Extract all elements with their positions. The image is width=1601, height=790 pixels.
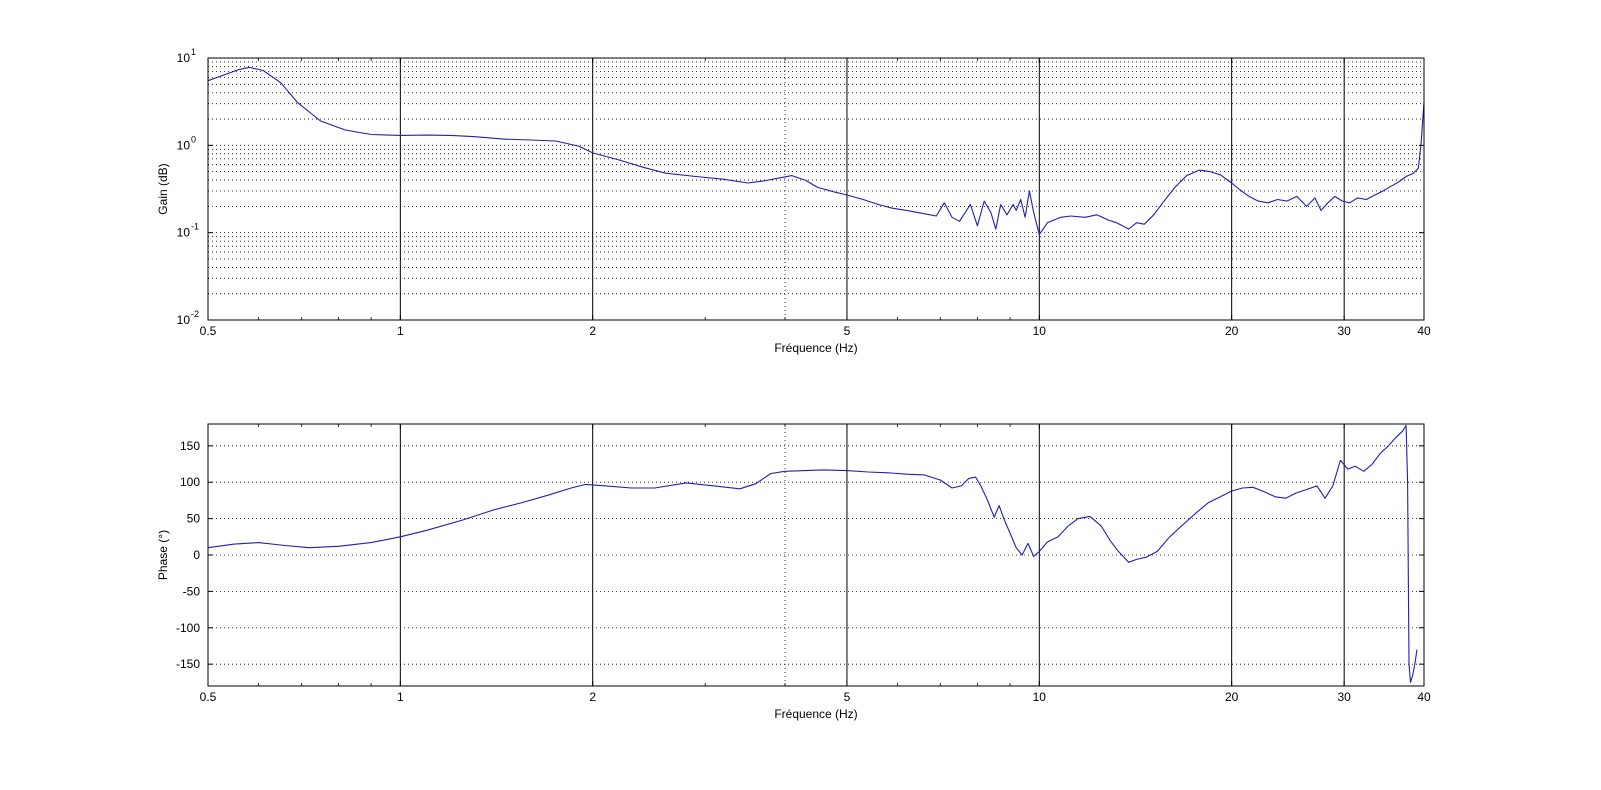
y-tick-label: 100 [180,475,200,489]
x-tick-label: 20 [1225,324,1239,338]
x-tick-label: 20 [1225,690,1239,704]
grid [208,58,1424,320]
x-tick-label: 1 [397,324,404,338]
y-tick-label-exponent: 0 [191,134,196,144]
series-line [207,424,1418,683]
y-tick-label: 10 [177,138,191,152]
x-tick-label: 40 [1417,690,1431,704]
y-tick-label-exponent: -1 [191,222,199,232]
x-tick-label: 5 [844,324,851,338]
y-tick-label: 10 [177,226,191,240]
y-tick-label-exponent: -2 [191,309,199,319]
y-tick-label: 150 [180,439,200,453]
x-axis-label: Fréquence (Hz) [774,341,857,355]
x-tick-label: 30 [1337,324,1351,338]
x-tick-label: 10 [1033,690,1047,704]
x-tick-label: 40 [1417,324,1431,338]
y-tick-label: 50 [187,512,201,526]
axes-box [207,57,1425,321]
plot-area [208,58,1424,320]
x-tick-label: 2 [589,324,596,338]
y-tick-label: 10 [177,51,191,65]
x-axis: 0.5 1 2 5 10 20 30 40 Fréquence (Hz) [200,58,1431,355]
x-tick-label: 10 [1033,324,1047,338]
y-tick-label: -100 [176,621,200,635]
x-axis: 0.5 1 2 5 10 20 30 40 Fréquence (Hz) [200,424,1431,721]
x-tick-label: 1 [397,690,404,704]
x-tick-label: 5 [844,690,851,704]
x-tick-label: 30 [1337,690,1351,704]
x-axis-label: Fréquence (Hz) [774,707,857,721]
y-axis-label: Phase (°) [156,530,170,580]
series-line [207,66,1425,236]
y-axis: -150 -100 -50 0 50 100 150 Phase (°) [156,439,1424,671]
y-tick-label: 10 [177,313,191,327]
x-tick-label: 0.5 [200,690,217,704]
y-tick-label: 0 [193,548,200,562]
y-tick-label-exponent: 1 [191,47,196,57]
y-tick-label: -150 [176,657,200,671]
y-axis-label: Gain (dB) [156,163,170,214]
y-tick-label: -50 [183,584,201,598]
x-tick-label: 0.5 [200,324,217,338]
grid [208,424,1424,686]
x-tick-label: 2 [589,690,596,704]
